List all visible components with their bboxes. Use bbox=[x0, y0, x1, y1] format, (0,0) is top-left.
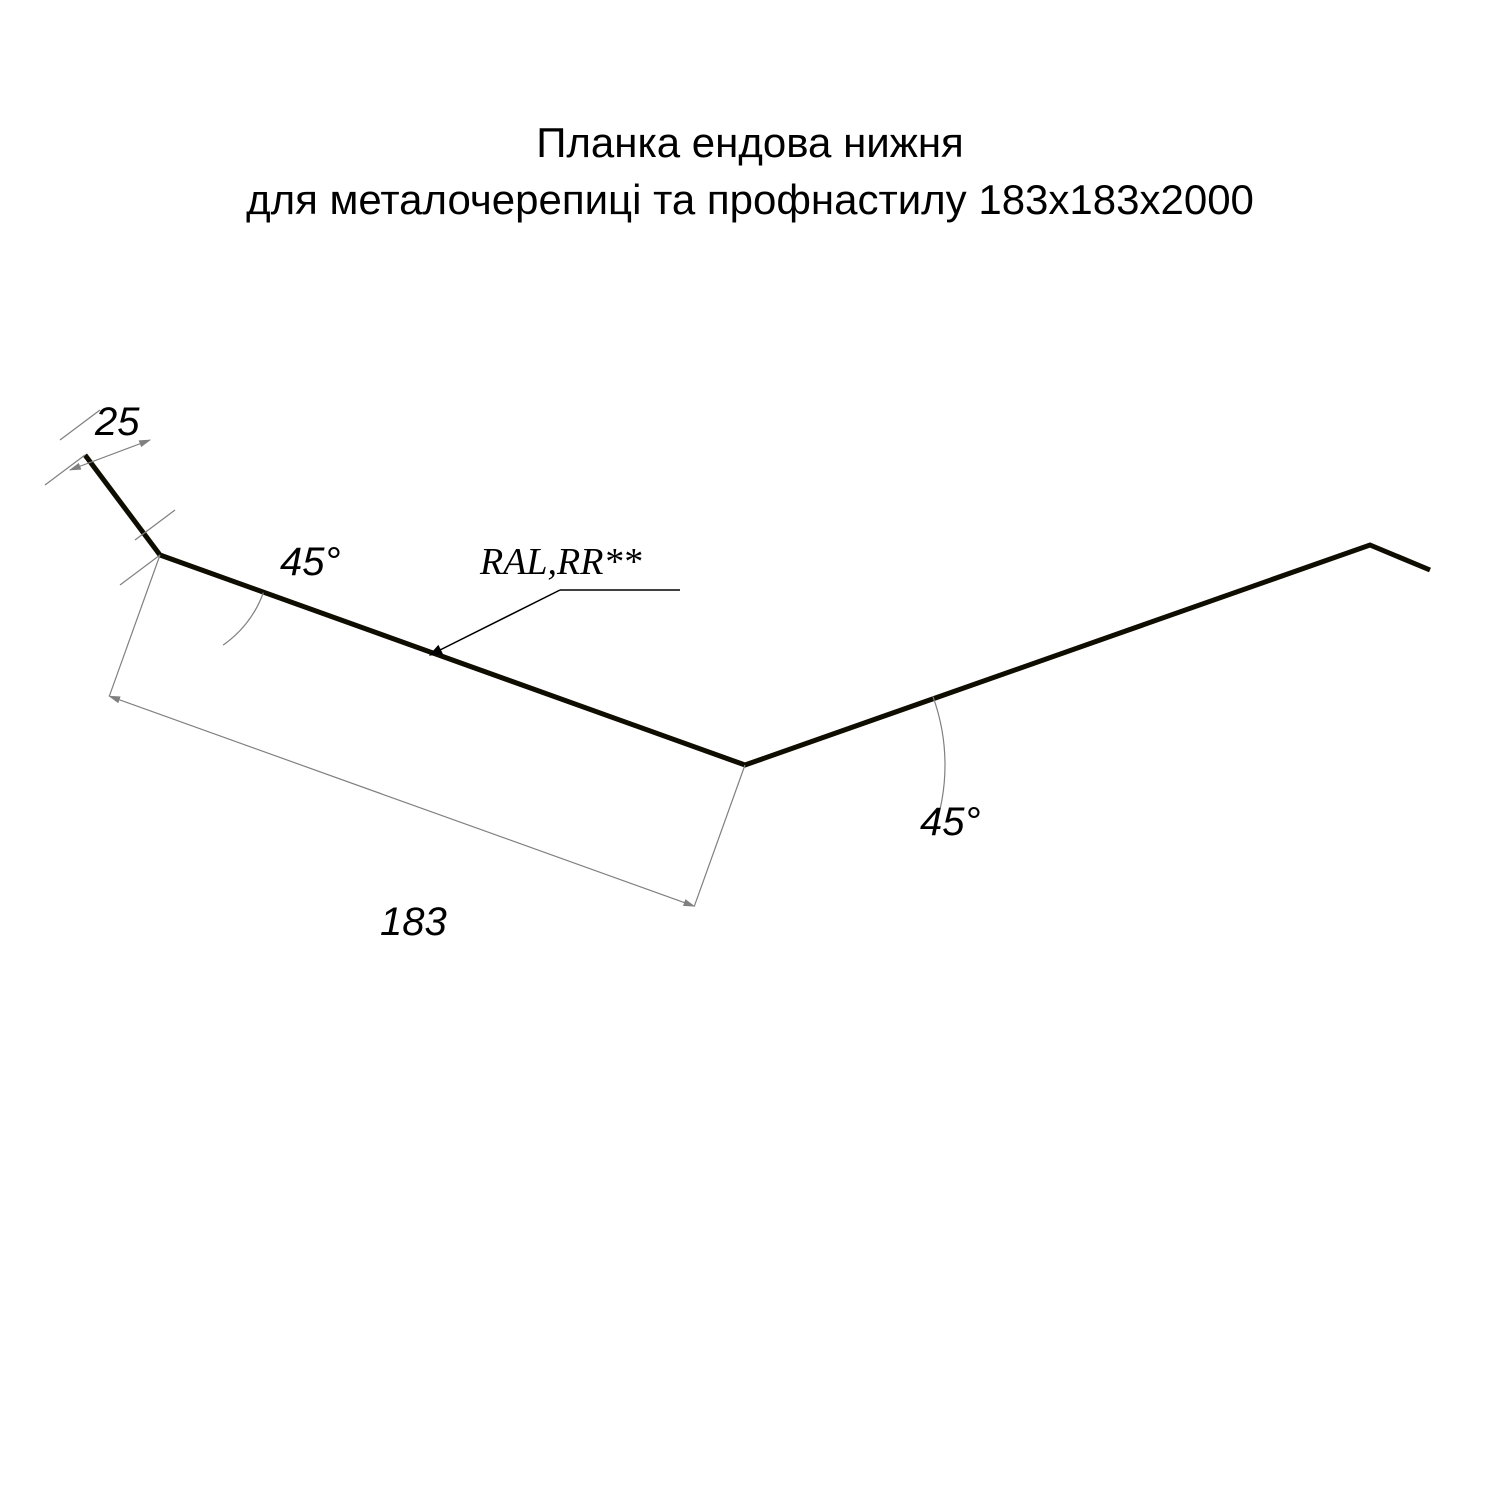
ral-annotation: RAL,RR** bbox=[480, 540, 641, 584]
diagram-container: Планка ендова нижня для металочерепиці т… bbox=[0, 0, 1500, 1500]
dim-25: 25 bbox=[95, 400, 140, 445]
technical-drawing bbox=[0, 0, 1500, 1500]
angle-45-left: 45° bbox=[280, 540, 341, 585]
angle-45-right: 45° bbox=[920, 800, 981, 845]
dim-183: 183 bbox=[380, 900, 447, 945]
